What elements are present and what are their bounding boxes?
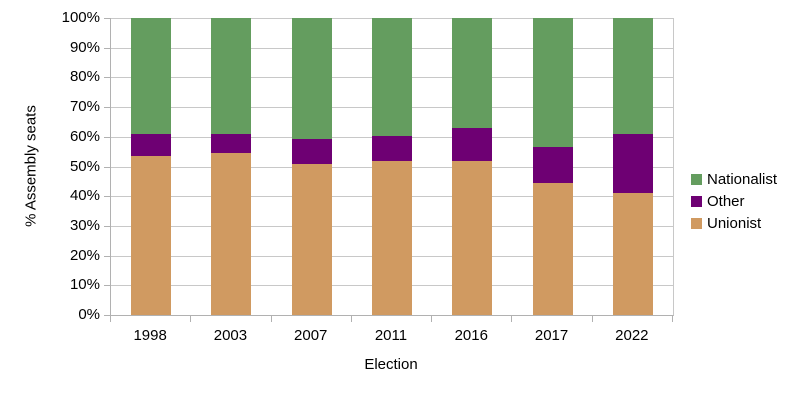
y-tick-mark: [104, 107, 110, 109]
bar-segment-other: [612, 133, 653, 193]
x-tick-mark: [271, 316, 272, 322]
bar-2007: [291, 18, 332, 315]
y-tick-mark: [104, 47, 110, 49]
bar-segment-nationalist: [131, 18, 172, 134]
y-tick-mark: [104, 255, 110, 257]
y-tick-label: 40%: [69, 187, 100, 205]
x-tick-mark: [190, 316, 191, 322]
x-tick-label: 2007: [294, 327, 328, 344]
legend-label: Nationalist: [707, 170, 778, 188]
x-tick-label: 1998: [133, 327, 167, 344]
bar-segment-unionist: [452, 160, 493, 315]
y-tick-label: 90%: [69, 38, 100, 56]
y-tick-label: 30%: [69, 216, 100, 234]
legend-label: Other: [707, 192, 745, 210]
legend-label: Unionist: [707, 214, 762, 232]
y-tick-label: 100%: [61, 9, 100, 26]
y-tick-label: 50%: [69, 157, 100, 175]
bar-2022: [612, 18, 653, 315]
bar-2011: [372, 18, 412, 315]
bar-segment-other: [211, 133, 252, 153]
bar-2016: [452, 18, 493, 315]
legend-item-unionist: Unionist: [691, 214, 777, 232]
legend-swatch: [691, 195, 702, 207]
bar-segment-nationalist: [612, 18, 653, 134]
y-tick-mark: [104, 166, 110, 168]
y-tick-label: 10%: [69, 276, 100, 294]
bar-1998: [131, 18, 172, 315]
y-tick-mark: [104, 315, 110, 316]
y-tick-mark: [104, 196, 110, 198]
bar-segment-unionist: [291, 163, 332, 315]
bar-segment-nationalist: [372, 18, 412, 137]
legend-swatch: [691, 217, 702, 229]
x-tick-label: 2022: [615, 327, 649, 344]
bar-segment-nationalist: [211, 18, 252, 134]
y-tick-mark: [104, 136, 110, 138]
x-tick-mark: [351, 316, 352, 322]
bar-2003: [211, 18, 252, 315]
bar-segment-other: [532, 146, 573, 184]
bar-segment-other: [452, 127, 493, 161]
x-tick-label: 2017: [534, 327, 569, 344]
bar-segment-unionist: [532, 183, 573, 315]
y-tick-mark: [104, 18, 110, 19]
bar-segment-unionist: [612, 192, 653, 315]
bar-segment-other: [291, 139, 332, 164]
y-tick-label: 60%: [69, 127, 100, 145]
plot-area: [110, 18, 674, 316]
bar-segment-nationalist: [452, 18, 493, 128]
x-axis-title: Election: [364, 356, 418, 373]
x-tick-label: 2011: [374, 327, 408, 344]
y-tick-mark: [104, 77, 110, 79]
x-tick-label: 2016: [454, 327, 488, 344]
legend-item-other: Other: [691, 192, 777, 210]
bar-2017: [532, 18, 573, 315]
x-tick-mark: [511, 316, 512, 322]
x-tick-mark: [592, 316, 593, 322]
bar-segment-unionist: [372, 160, 412, 315]
y-tick-label: 70%: [69, 98, 100, 116]
x-tick-mark: [431, 316, 432, 322]
bar-segment-other: [131, 133, 172, 156]
legend: Nationalist Other Unionist: [691, 170, 777, 236]
bar-segment-unionist: [131, 155, 172, 315]
y-tick-mark: [104, 285, 110, 287]
x-tick-mark: [110, 316, 111, 322]
y-tick-mark: [104, 225, 110, 227]
bar-segment-nationalist: [291, 18, 332, 140]
bar-segment-unionist: [211, 152, 252, 315]
bar-segment-nationalist: [532, 18, 573, 147]
y-tick-label: 80%: [69, 68, 100, 86]
legend-swatch: [691, 173, 702, 185]
x-tick-mark: [672, 316, 673, 322]
x-tick-label: 2003: [213, 327, 248, 344]
y-tick-label: 0%: [78, 306, 100, 323]
y-tick-label: 20%: [69, 246, 100, 264]
bar-segment-other: [372, 136, 412, 161]
legend-item-nationalist: Nationalist: [691, 170, 777, 188]
